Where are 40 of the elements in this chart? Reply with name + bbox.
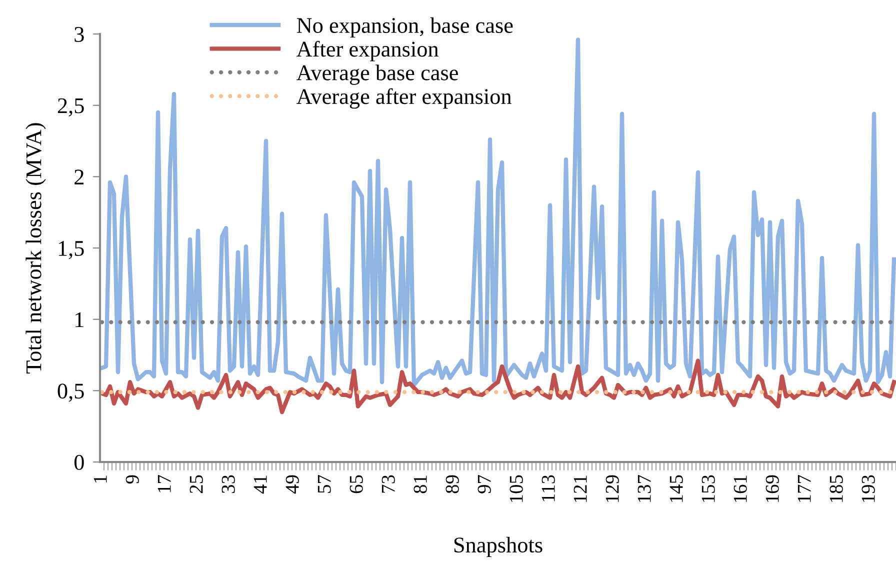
line-series [100,38,896,388]
x-tick-label: 129 [606,475,619,502]
x-tick-label: 113 [542,475,555,502]
x-tick-label: 57 [318,475,331,493]
y-tick-label: 2 [74,170,84,184]
x-tick-label: 1 [94,476,107,483]
x-axis-title: Snapshots [454,536,542,558]
x-tick-label: 105 [510,475,523,502]
y-tick-label: 1 [76,312,84,328]
x-tick-label: 145 [670,475,683,502]
x-tick-label: 17 [158,475,171,492]
x-tick-label: 137 [638,475,651,502]
legend-label: Average after expansion [296,88,512,109]
x-tick-label: 185 [830,475,843,502]
x-tick-label: 81 [414,476,427,494]
legend-label: After expansion [296,40,438,62]
x-tick-label: 9 [126,475,139,484]
y-tick-label: 0,5 [58,384,84,402]
x-tick-label: 193 [862,475,875,502]
x-tick-label: 49 [286,475,299,494]
y-tick-label: 0 [74,454,84,470]
y-tick-label: 2,5 [58,98,84,116]
x-tick-label: 97 [478,475,491,494]
line-series [100,358,896,414]
x-tick-label: 65 [350,475,363,494]
y-tick-label: 3 [74,26,84,42]
x-tick-label: 33 [222,475,235,494]
x-tick-label: 89 [446,475,459,494]
x-tick-label: 161 [734,476,747,502]
x-tick-label: 41 [254,476,267,494]
x-tick-label: 153 [702,475,715,502]
x-tick-label: 73 [382,475,395,493]
y-tick-label: 1,5 [58,241,84,260]
x-tick-label: 169 [766,475,779,502]
x-tick-label: 25 [190,475,203,494]
x-tick-label: 121 [574,476,587,502]
y-axis-title: Total network losses (MVA) [26,123,46,374]
legend-label: No expansion, base case [296,17,513,38]
x-tick-label: 177 [798,475,811,502]
legend-label: Average base case [296,64,458,85]
